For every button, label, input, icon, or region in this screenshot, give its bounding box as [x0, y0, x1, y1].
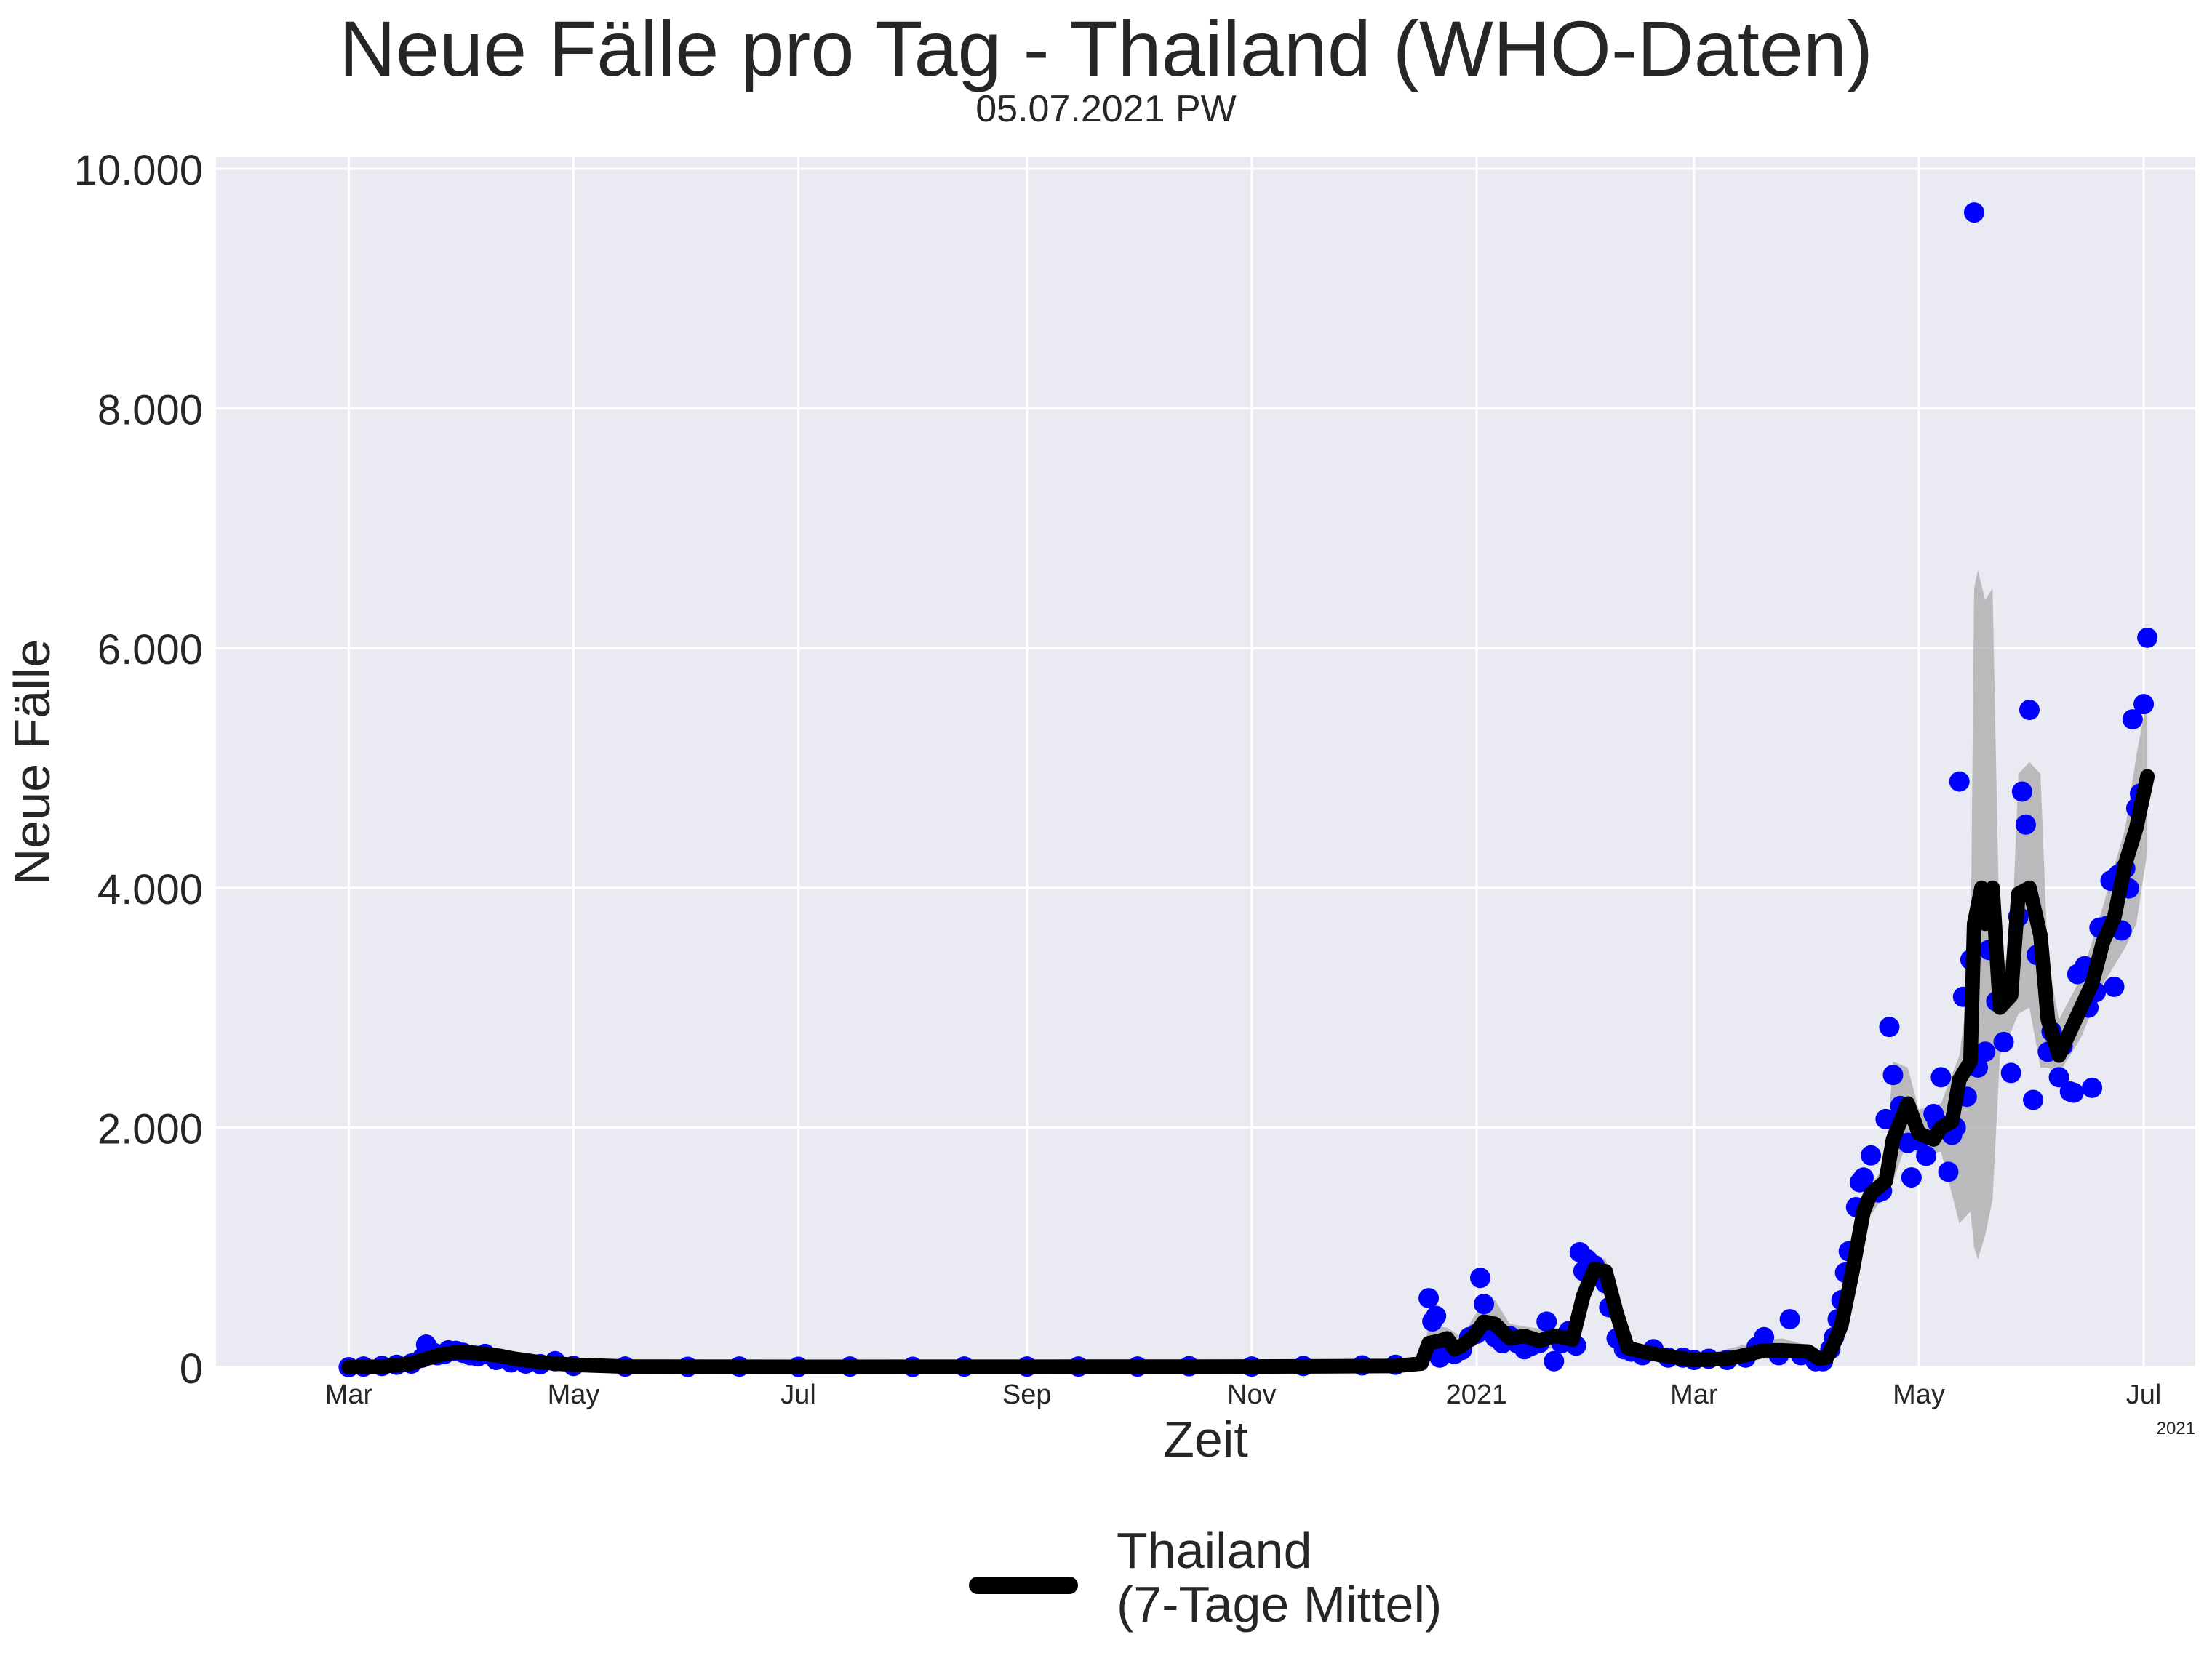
data-point — [1882, 1065, 1904, 1086]
x-tick-label: Jul — [780, 1380, 816, 1410]
legend-label-line1: Thailand — [1117, 1522, 1312, 1579]
x-tick-label: 2021 — [1446, 1380, 1508, 1410]
chart-subtitle: 05.07.2021 PW — [975, 88, 1237, 130]
data-point — [1536, 1311, 1557, 1332]
y-axis-label: Neue Fälle — [4, 639, 60, 886]
data-point — [2048, 1067, 2069, 1088]
chart-title: Neue Fälle pro Tag - Thailand (WHO-Daten… — [339, 4, 1873, 92]
data-point — [1418, 1288, 1440, 1309]
data-point — [1861, 1145, 1882, 1166]
x-offset-label: 2021 — [2157, 1419, 2195, 1438]
x-tick-label: Sep — [1002, 1380, 1052, 1410]
data-point — [1853, 1167, 1874, 1188]
y-tick-label: 0 — [180, 1345, 203, 1393]
data-point — [1901, 1167, 1922, 1188]
data-point — [1963, 202, 1984, 223]
y-tick-label: 8.000 — [97, 387, 203, 434]
x-tick-label: May — [548, 1380, 600, 1410]
data-point — [1426, 1305, 1447, 1326]
x-tick-label: Nov — [1227, 1380, 1277, 1410]
mean-line — [341, 769, 2155, 1374]
plot-area — [216, 157, 2195, 1367]
y-tick-label: 4.000 — [97, 866, 203, 913]
x-tick-label: Mar — [325, 1380, 373, 1410]
data-point — [1938, 1161, 1959, 1182]
data-point — [1975, 1041, 1996, 1062]
x-tick-label: Jul — [2126, 1380, 2162, 1410]
data-point — [1993, 1031, 2014, 1052]
x-tick-label: May — [1893, 1380, 1945, 1410]
data-point — [2015, 814, 2036, 835]
data-point — [2137, 627, 2158, 648]
data-point — [1879, 1017, 1900, 1038]
data-point — [1779, 1309, 1800, 1330]
data-point — [2082, 1077, 2103, 1098]
x-tick-label: Mar — [1670, 1380, 1718, 1410]
data-point — [1916, 1145, 1937, 1166]
data-point — [2133, 694, 2155, 715]
y-tick-label: 6.000 — [97, 626, 203, 673]
data-point — [2011, 781, 2032, 802]
legend-label-line2: (7-Tage Mittel) — [1117, 1575, 1442, 1633]
data-point — [2122, 709, 2143, 730]
legend-line-swatch — [969, 1577, 1078, 1594]
data-point — [1544, 1350, 1565, 1372]
y-tick-label: 2.000 — [97, 1105, 203, 1153]
data-point — [1474, 1294, 1495, 1315]
data-point — [2000, 1062, 2021, 1084]
data-point — [2104, 976, 2125, 997]
data-point — [2019, 700, 2040, 721]
data-point — [1754, 1326, 1775, 1348]
legend-label: Thailand (7-Tage Mittel) — [1117, 1524, 1442, 1631]
x-axis-label: Zeit — [1163, 1411, 1248, 1468]
data-point — [1469, 1268, 1490, 1289]
data-point — [1930, 1067, 1952, 1088]
data-point — [1949, 771, 1970, 792]
chart-legend: Thailand (7-Tage Mittel) — [967, 1524, 1520, 1648]
data-point — [2023, 1089, 2044, 1110]
y-tick-label: 10.000 — [74, 147, 203, 194]
data-point — [2063, 1082, 2084, 1103]
